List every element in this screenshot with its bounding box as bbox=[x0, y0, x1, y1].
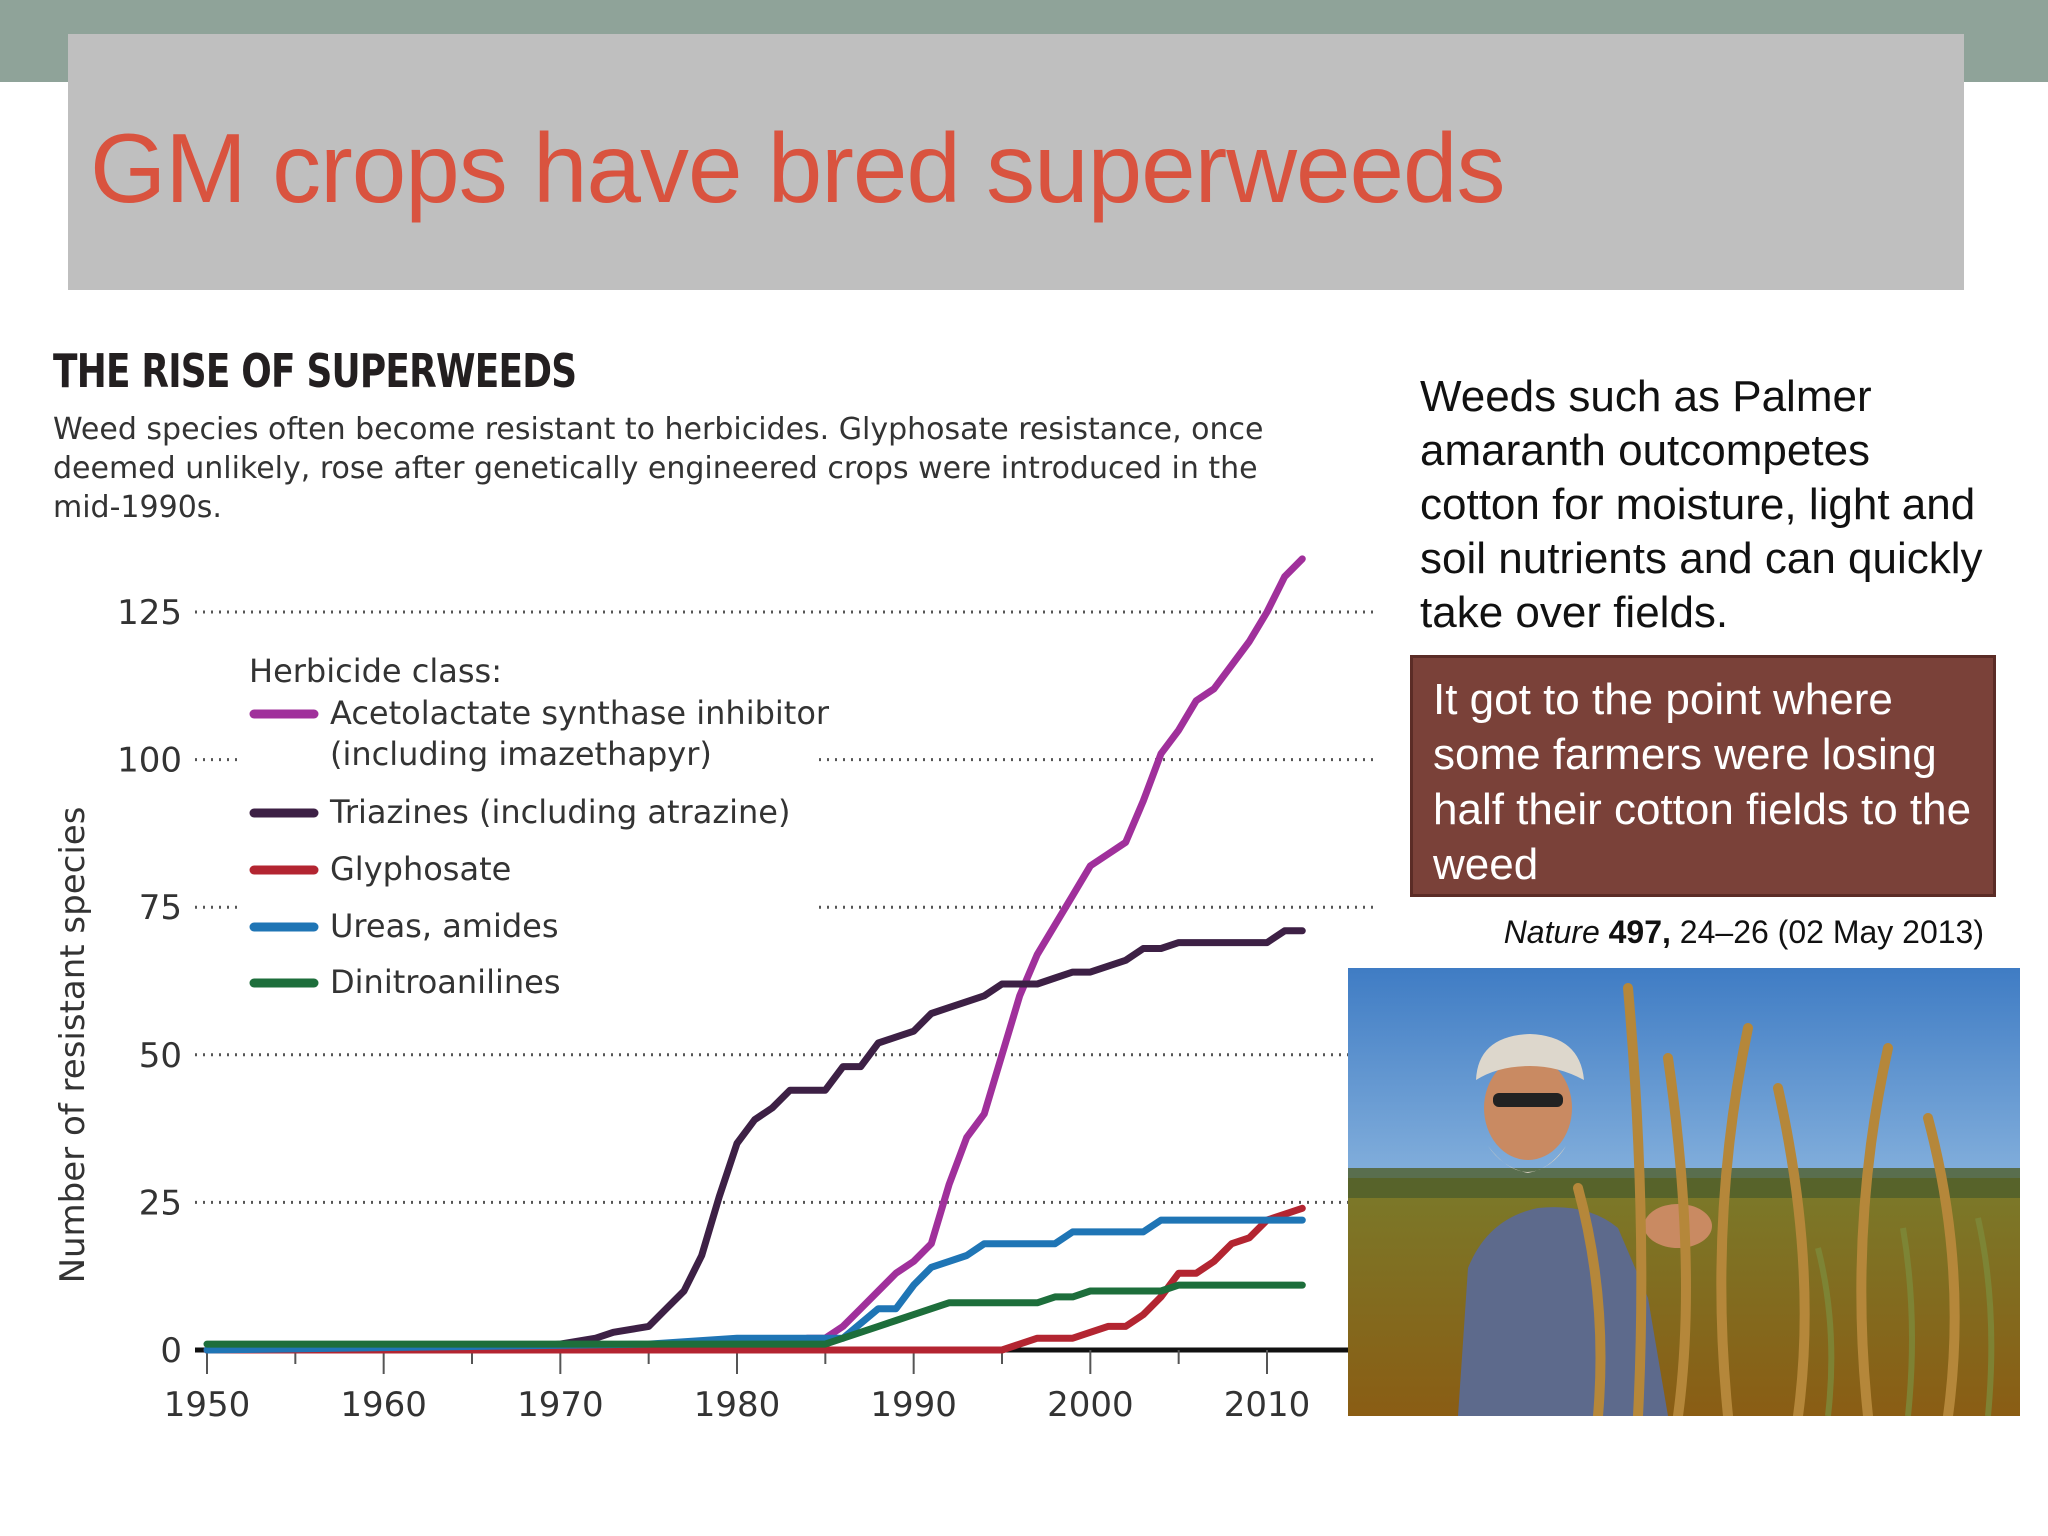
legend: Herbicide class: Acetolactate synthase i… bbox=[238, 640, 830, 1020]
series-lines bbox=[203, 555, 1306, 1354]
legend-label: Glyphosate bbox=[330, 850, 511, 888]
quote-callout: It got to the point where some farmers w… bbox=[1410, 655, 1996, 897]
legend-title: Herbicide class: bbox=[249, 652, 502, 690]
legend-label: Acetolactate synthase inhibitor bbox=[330, 694, 830, 732]
series-line-4 bbox=[203, 1281, 1306, 1348]
x-tick-label: 1970 bbox=[517, 1385, 604, 1425]
slide-title: GM crops have bred superweeds bbox=[90, 113, 1505, 223]
legend-label: Dinitroanilines bbox=[330, 963, 560, 1001]
y-axis-label: Number of resistant species bbox=[53, 807, 93, 1284]
quote-text: It got to the point where some farmers w… bbox=[1433, 675, 1972, 889]
x-tick-label: 2010 bbox=[1224, 1385, 1311, 1425]
citation-volume: 497, bbox=[1608, 914, 1671, 950]
chart-title: THE RISE OF SUPERWEEDS bbox=[53, 344, 577, 398]
series-line-3 bbox=[203, 1216, 1306, 1354]
y-tick-label: 75 bbox=[139, 888, 182, 928]
gridlines bbox=[195, 610, 1378, 1204]
title-panel bbox=[68, 34, 1964, 290]
y-tick-label: 50 bbox=[139, 1036, 182, 1076]
x-tick-label: 2000 bbox=[1047, 1385, 1134, 1425]
y-tick-label: 100 bbox=[117, 741, 182, 781]
x-tick-label: 1990 bbox=[870, 1385, 957, 1425]
legend-label: Triazines (including atrazine) bbox=[329, 793, 790, 831]
x-tick-label: 1960 bbox=[340, 1385, 427, 1425]
x-tick-label: 1950 bbox=[164, 1385, 251, 1425]
citation-pages-date: 24–26 (02 May 2013) bbox=[1670, 914, 1984, 950]
y-tick-label: 0 bbox=[160, 1331, 182, 1371]
chart-subtitle: Weed species often become resistant to h… bbox=[53, 412, 1264, 525]
citation: Nature 497, 24–26 (02 May 2013) bbox=[1400, 914, 1984, 951]
legend-background bbox=[238, 640, 818, 1020]
legend-label: Ureas, amides bbox=[330, 907, 559, 945]
series-line-2 bbox=[203, 1204, 1306, 1354]
y-tick-label: 25 bbox=[139, 1183, 182, 1223]
y-tick-label: 125 bbox=[117, 593, 182, 633]
farmer-weed-photo bbox=[1348, 968, 2020, 1416]
side-description: Weeds such as Palmer amaranth outcompete… bbox=[1420, 372, 1983, 637]
x-tick-label: 1980 bbox=[694, 1385, 781, 1425]
photo-illustration bbox=[1348, 968, 2020, 1416]
series-line-1 bbox=[203, 927, 1306, 1354]
citation-journal: Nature bbox=[1503, 914, 1600, 950]
legend-label-line2: (including imazethapyr) bbox=[330, 735, 712, 773]
